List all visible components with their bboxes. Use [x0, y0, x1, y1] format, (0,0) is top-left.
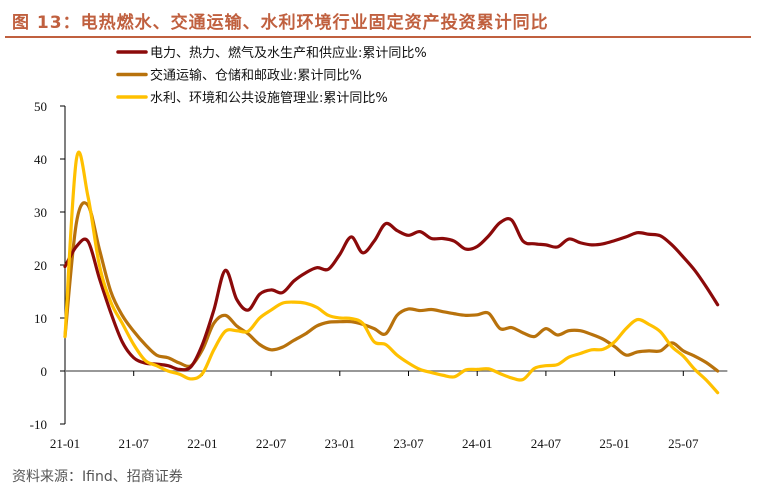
series-line-2: [63, 150, 720, 395]
series-line-1: [63, 201, 720, 373]
legend-label-1: 交通运输、仓储和邮政业:累计同比%: [150, 68, 362, 84]
source-note: 资料来源：Ifind、招商证券: [12, 469, 183, 485]
figure-title: 图 13：电热燃水、交通运输、水利环境行业固定资产投资累计同比: [12, 13, 549, 33]
line-chart: -10 0 10 20 30 40 50 21-01 21-07 22-01 22-07 23-01 2…: [30, 45, 728, 451]
x-tick-label: 22-07: [256, 436, 287, 451]
x-tick-label: 21-01: [50, 436, 80, 451]
y-tick-label: -10: [30, 417, 47, 432]
y-tick-label: 0: [41, 364, 48, 379]
legend-label-0: 电力、热力、燃气及水生产和供应业:累计同比%: [150, 45, 427, 61]
x-tick-label: 25-07: [668, 436, 699, 451]
y-tick-label: 10: [34, 311, 47, 326]
legend-label-2: 水利、环境和公共设施管理业:累计同比%: [150, 91, 388, 106]
series-line-0: [63, 217, 720, 372]
y-tick-label: 30: [34, 205, 47, 220]
y-tick-label: 20: [34, 258, 47, 273]
x-tick-label: 22-01: [187, 436, 217, 451]
x-tick-label: 21-07: [119, 436, 150, 451]
x-tick-label: 23-01: [325, 436, 355, 451]
x-tick-label: 23-07: [393, 436, 424, 451]
x-tick-label: 24-01: [462, 436, 492, 451]
y-tick-label: 40: [34, 152, 47, 167]
title-divider: [5, 36, 751, 38]
y-tick-label: 50: [34, 99, 47, 114]
x-tick-label: 25-01: [599, 436, 629, 451]
x-tick-label: 24-07: [531, 436, 562, 451]
